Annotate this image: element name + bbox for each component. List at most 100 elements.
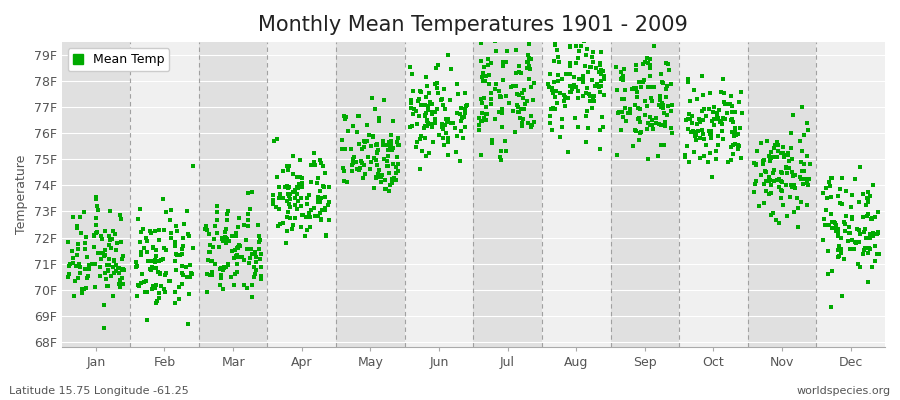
Point <box>831 247 845 254</box>
Point <box>430 80 445 86</box>
Point <box>404 104 419 111</box>
Point <box>231 245 246 252</box>
Point <box>70 245 85 252</box>
Point <box>403 124 418 130</box>
Point <box>615 96 629 102</box>
Point <box>524 84 538 90</box>
Point <box>545 84 560 91</box>
Point <box>266 137 281 144</box>
Point <box>165 206 179 213</box>
Point <box>770 154 785 160</box>
Point <box>407 106 421 112</box>
Point <box>148 228 162 234</box>
Point <box>231 244 246 250</box>
Point <box>295 184 310 190</box>
Point <box>576 73 590 79</box>
Point <box>134 271 148 278</box>
Point <box>488 116 502 122</box>
Point <box>369 157 383 163</box>
Point <box>418 135 433 142</box>
Point <box>167 239 182 246</box>
Point <box>834 234 849 241</box>
Point <box>510 109 525 116</box>
Point <box>403 63 418 70</box>
Point <box>164 230 178 236</box>
Point <box>249 259 264 265</box>
Point <box>418 125 432 131</box>
Point <box>592 84 607 90</box>
Point <box>422 99 436 105</box>
Point <box>849 240 863 246</box>
Point <box>508 128 522 135</box>
Point <box>308 162 322 168</box>
Point <box>857 247 871 253</box>
Point <box>298 232 312 239</box>
Point <box>425 109 439 116</box>
Point <box>770 148 785 154</box>
Point <box>82 261 96 268</box>
Point <box>140 288 155 295</box>
Point <box>749 162 763 168</box>
Point <box>367 185 382 191</box>
Point <box>145 264 159 271</box>
Point <box>824 304 838 311</box>
Point <box>292 181 307 188</box>
Point <box>391 161 405 167</box>
Point <box>296 212 310 218</box>
Point <box>662 66 676 73</box>
Point <box>112 212 127 218</box>
Point <box>496 77 510 84</box>
Point <box>548 105 562 112</box>
Point <box>628 102 643 109</box>
Point <box>310 198 325 204</box>
Point <box>453 158 467 164</box>
Point <box>520 98 535 104</box>
Point <box>436 126 451 132</box>
Point <box>366 132 381 139</box>
Point <box>678 152 692 158</box>
Point <box>458 108 473 114</box>
Point <box>557 92 572 98</box>
Point <box>767 167 781 173</box>
Point <box>723 101 737 108</box>
Point <box>366 133 381 140</box>
Point <box>370 142 384 148</box>
Point <box>656 102 670 108</box>
Point <box>690 128 705 134</box>
Point <box>66 254 80 261</box>
Point <box>90 229 104 236</box>
Point <box>93 264 107 270</box>
Point <box>783 194 797 200</box>
Point <box>561 94 575 101</box>
Point <box>865 216 879 222</box>
Point <box>656 110 670 116</box>
Point <box>780 213 795 219</box>
Point <box>207 236 221 242</box>
Point <box>840 212 854 219</box>
Point <box>643 64 657 71</box>
Point <box>184 270 198 276</box>
Point <box>175 251 189 257</box>
Point <box>210 217 224 224</box>
Point <box>868 243 882 249</box>
Point <box>321 199 336 206</box>
Point <box>547 40 562 46</box>
Point <box>350 112 365 119</box>
Point <box>860 249 875 256</box>
Point <box>858 226 872 232</box>
Point <box>495 110 509 117</box>
Point <box>714 89 728 95</box>
Point <box>169 252 184 258</box>
Point <box>653 92 668 99</box>
Point <box>290 191 304 197</box>
Point <box>249 254 264 261</box>
Point <box>724 92 738 99</box>
Point <box>526 80 541 86</box>
Point <box>109 268 123 274</box>
Point <box>563 43 578 49</box>
Point <box>280 214 294 220</box>
Point <box>438 122 453 128</box>
Point <box>310 175 325 182</box>
Point <box>588 82 602 89</box>
Point <box>506 108 520 114</box>
